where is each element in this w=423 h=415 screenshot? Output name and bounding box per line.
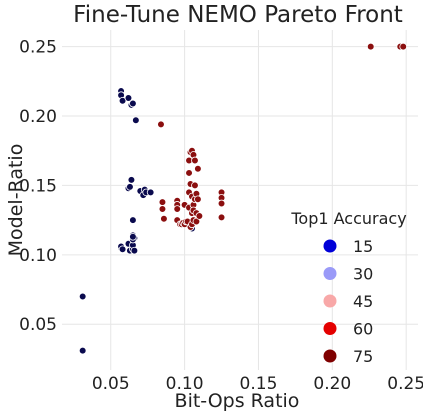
y-tick-label: 0.10 [19, 246, 57, 266]
data-points [78, 42, 408, 355]
legend-marker [323, 294, 337, 308]
data-point [195, 212, 204, 220]
data-point [78, 346, 87, 355]
data-point [158, 198, 167, 206]
data-point [217, 213, 226, 222]
data-point [129, 216, 137, 224]
x-axis-label: Bit-Ops Ratio [175, 390, 300, 412]
x-tick-label: 0.05 [92, 374, 130, 394]
data-point [118, 245, 127, 254]
data-point [129, 99, 137, 108]
data-point [217, 199, 226, 208]
legend: Top1 Accuracy 15 30 45 60 75 [290, 209, 406, 366]
legend-label: 30 [353, 265, 373, 284]
gridlines [62, 30, 418, 370]
data-point [130, 246, 139, 255]
data-point [124, 94, 133, 102]
legend-marker [323, 349, 337, 363]
y-tick-label: 0.25 [19, 38, 57, 58]
data-point [185, 169, 193, 177]
x-tick-label: 0.20 [313, 374, 351, 394]
x-tick-labels: 0.05 0.10 0.15 0.20 0.25 [92, 374, 423, 394]
x-tick-label: 0.10 [166, 374, 204, 394]
y-tick-label: 0.05 [19, 315, 57, 335]
legend-title: Top1 Accuracy [290, 209, 406, 228]
data-point [78, 292, 87, 301]
y-tick-label: 0.20 [19, 107, 57, 127]
data-point [399, 42, 408, 51]
data-point [126, 183, 134, 191]
data-point [127, 176, 136, 184]
legend-label: 15 [353, 237, 373, 256]
legend-marker [323, 267, 337, 280]
data-point [194, 195, 202, 204]
y-tick-label: 0.15 [19, 176, 57, 196]
data-point [158, 205, 167, 213]
data-point [146, 188, 155, 197]
legend-label: 45 [353, 292, 373, 311]
data-point [132, 116, 140, 125]
data-point [191, 181, 199, 190]
y-axis-label: Model-Ratio [5, 144, 27, 257]
x-tick-label: 0.15 [240, 374, 278, 394]
data-point [157, 120, 165, 129]
data-point [129, 232, 137, 241]
x-tick-label: 0.25 [387, 374, 423, 394]
data-point [173, 205, 182, 213]
data-point [366, 42, 375, 51]
legend-label: 60 [353, 320, 373, 339]
chart-title: Fine-Tune NEMO Pareto Front [73, 2, 403, 28]
data-point [191, 156, 199, 165]
data-point [194, 164, 202, 173]
data-point [160, 214, 168, 223]
y-tick-labels: 0.05 0.10 0.15 0.20 0.25 [19, 38, 57, 336]
legend-label: 75 [353, 347, 373, 366]
legend-marker [323, 239, 337, 253]
legend-marker [323, 322, 337, 335]
